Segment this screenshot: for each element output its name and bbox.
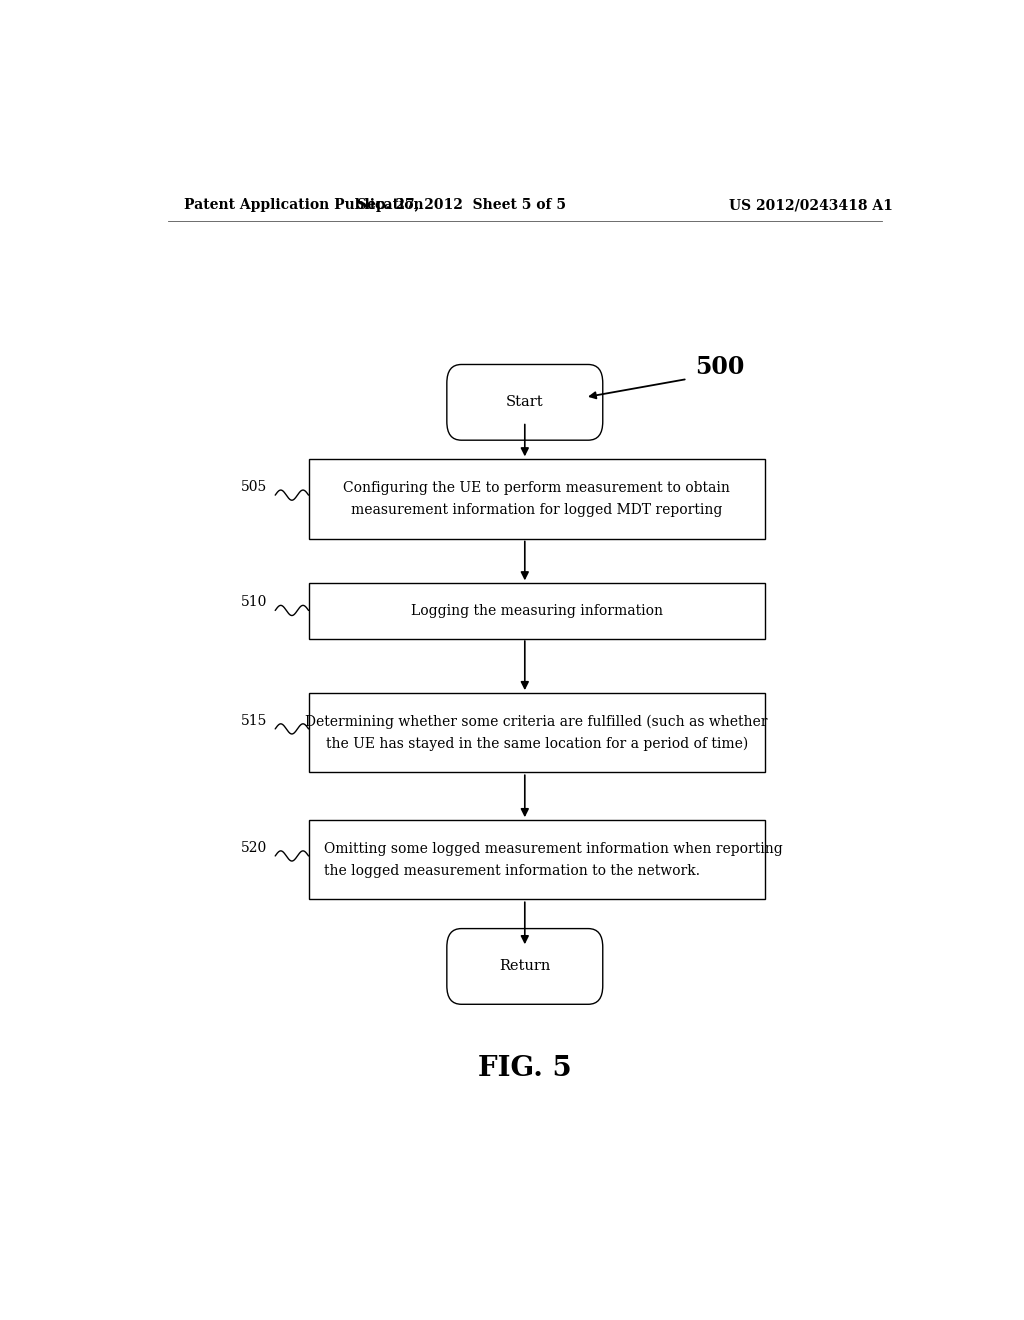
Text: Sep. 27, 2012  Sheet 5 of 5: Sep. 27, 2012 Sheet 5 of 5: [356, 198, 566, 213]
FancyBboxPatch shape: [308, 582, 765, 639]
Text: 510: 510: [241, 595, 267, 610]
FancyBboxPatch shape: [446, 928, 603, 1005]
Text: Patent Application Publication: Patent Application Publication: [183, 198, 423, 213]
Text: Omitting some logged measurement information when reporting
the logged measureme: Omitting some logged measurement informa…: [325, 842, 783, 878]
Text: Return: Return: [499, 960, 551, 973]
Text: Configuring the UE to perform measurement to obtain
measurement information for : Configuring the UE to perform measuremen…: [343, 480, 730, 516]
Text: US 2012/0243418 A1: US 2012/0243418 A1: [728, 198, 893, 213]
Text: Determining whether some criteria are fulfilled (such as whether
the UE has stay: Determining whether some criteria are fu…: [305, 714, 768, 751]
FancyBboxPatch shape: [308, 820, 765, 899]
FancyBboxPatch shape: [308, 459, 765, 539]
Text: 500: 500: [695, 355, 744, 379]
Text: FIG. 5: FIG. 5: [478, 1055, 571, 1081]
FancyBboxPatch shape: [446, 364, 603, 440]
Text: 505: 505: [241, 480, 267, 494]
Text: 520: 520: [241, 841, 267, 855]
Text: Start: Start: [506, 395, 544, 409]
Text: Logging the measuring information: Logging the measuring information: [411, 603, 663, 618]
FancyBboxPatch shape: [308, 693, 765, 772]
Text: 515: 515: [241, 714, 267, 727]
